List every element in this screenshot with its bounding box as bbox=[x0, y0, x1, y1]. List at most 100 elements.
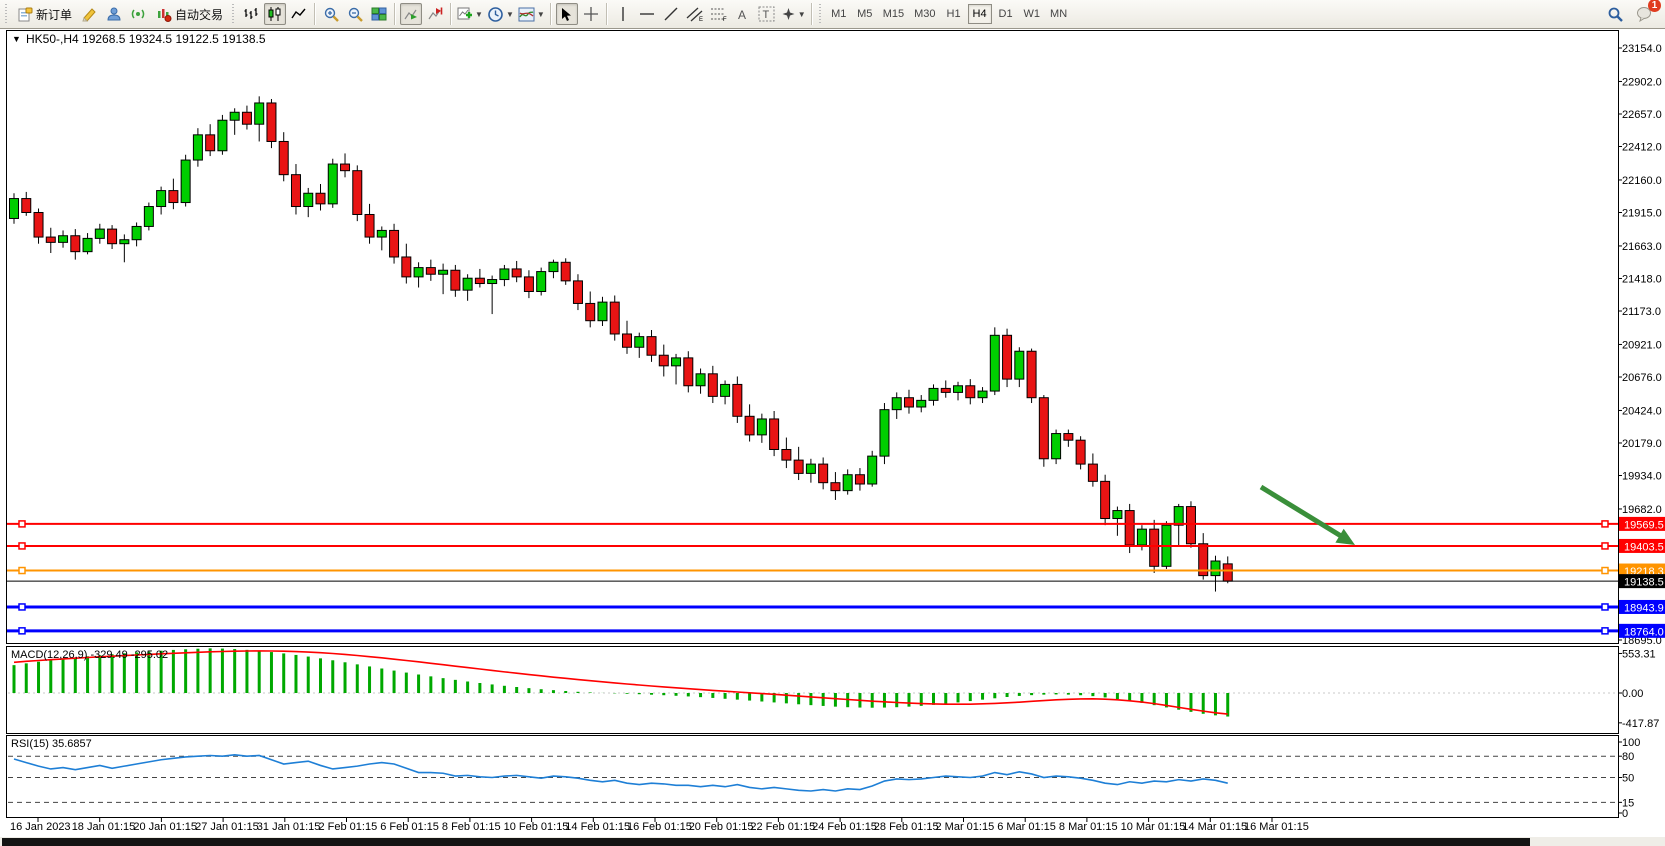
trend-arrow-line[interactable] bbox=[1259, 484, 1343, 539]
candle-body bbox=[290, 174, 301, 208]
toolbar-grip[interactable] bbox=[818, 4, 823, 24]
candle-body bbox=[119, 239, 130, 245]
tile-windows-button[interactable] bbox=[368, 3, 390, 25]
candle-body bbox=[401, 256, 412, 278]
macd-signal-line bbox=[13, 650, 1228, 715]
hline-handle[interactable] bbox=[18, 566, 26, 575]
candle-body bbox=[462, 277, 473, 291]
trendline-button[interactable] bbox=[660, 3, 682, 25]
timeframe-group: M1 M5 M15 M30 H1 H4 D1 W1 MN bbox=[826, 4, 1072, 24]
hline-handle[interactable] bbox=[18, 627, 26, 635]
timeframe-button-w1[interactable]: W1 bbox=[1023, 8, 1041, 20]
candle-body bbox=[1014, 350, 1025, 380]
price-line-label-bg bbox=[1619, 563, 1665, 578]
candle-body bbox=[818, 463, 829, 484]
price-line-label-bg bbox=[1619, 538, 1665, 553]
line-chart-icon bbox=[291, 8, 306, 19]
timeframe-button-mn[interactable]: MN bbox=[1050, 8, 1068, 20]
cursor-button[interactable] bbox=[555, 3, 578, 25]
candle-body bbox=[168, 190, 179, 204]
templates-button[interactable]: ▼ bbox=[517, 3, 546, 25]
price-tick-label: 20424.0 bbox=[1622, 405, 1662, 417]
text-label-icon: T bbox=[758, 6, 775, 22]
search-icon bbox=[1608, 7, 1623, 22]
candle-body bbox=[842, 474, 853, 492]
toolbar-grip[interactable] bbox=[232, 4, 237, 24]
price-tick-label: 19934.0 bbox=[1622, 471, 1662, 483]
hline-handle[interactable] bbox=[1601, 542, 1609, 550]
timeframe-button-m30[interactable]: M30 bbox=[914, 8, 936, 20]
candle-body bbox=[1087, 463, 1098, 482]
text-label-button[interactable]: T bbox=[756, 3, 778, 25]
candle-body bbox=[266, 102, 277, 142]
signal-button[interactable] bbox=[127, 3, 149, 25]
price-line-label: 18764.0 bbox=[1624, 626, 1664, 638]
profile-button[interactable] bbox=[103, 3, 125, 25]
search-button[interactable] bbox=[1604, 3, 1626, 25]
indicators-button[interactable]: ▼ bbox=[456, 3, 484, 25]
timeframe-button-m5[interactable]: M5 bbox=[857, 8, 873, 20]
candle-body bbox=[805, 463, 816, 474]
line-chart-button[interactable] bbox=[288, 3, 310, 25]
timeframe-button-h4[interactable]: H4 bbox=[967, 4, 992, 24]
equidistant-channel-button[interactable]: E bbox=[684, 3, 706, 25]
periods-button[interactable]: ▼ bbox=[486, 3, 515, 25]
chat-bubble-icon bbox=[1637, 7, 1651, 22]
auto-scroll-button[interactable] bbox=[400, 3, 423, 25]
crayon-button[interactable] bbox=[79, 3, 101, 25]
candle-body bbox=[560, 261, 571, 282]
bar-chart-button[interactable] bbox=[240, 3, 262, 25]
timeframe-button-m15[interactable]: M15 bbox=[882, 8, 905, 20]
notifications-button[interactable]: 1 bbox=[1634, 0, 1661, 25]
price-tick-label: 22160.0 bbox=[1622, 175, 1662, 187]
toolbar-grip[interactable] bbox=[5, 4, 9, 24]
autotrading-button[interactable]: 自动交易 bbox=[151, 3, 228, 25]
candle-body bbox=[793, 459, 804, 474]
crosshair-button[interactable] bbox=[580, 3, 602, 25]
zoom-out-button[interactable] bbox=[344, 3, 366, 25]
text-button[interactable]: A bbox=[732, 3, 754, 25]
candle-body bbox=[769, 418, 780, 450]
date-label: 8 Mar 01:15 bbox=[1059, 821, 1118, 833]
timeframe-button-m1[interactable]: M1 bbox=[831, 8, 847, 20]
candle-body bbox=[1063, 433, 1074, 441]
candle-body bbox=[781, 448, 792, 461]
hline-handle[interactable] bbox=[1601, 603, 1609, 611]
candle-body bbox=[1124, 510, 1135, 546]
chart-canvas[interactable]: 23154.0 22902.0 22657.0 22412.0 22160.0 21915… bbox=[0, 29, 1665, 846]
tile-windows-icon bbox=[371, 7, 387, 21]
zoom-in-button[interactable] bbox=[320, 3, 342, 25]
fibonacci-button[interactable]: F bbox=[708, 3, 730, 25]
price-tick-label: 19682.0 bbox=[1622, 504, 1662, 516]
candle-body bbox=[756, 418, 767, 436]
rsi-tick-label: 100 bbox=[1622, 737, 1640, 749]
timeframe-button-d1[interactable]: D1 bbox=[998, 8, 1013, 20]
price-line-label-bg bbox=[1619, 599, 1665, 614]
vertical-line-icon bbox=[622, 7, 624, 21]
candle-body bbox=[977, 390, 988, 399]
date-label: 24 Feb 01:15 bbox=[812, 821, 877, 833]
new-order-icon bbox=[18, 7, 33, 21]
hline-handle[interactable] bbox=[1601, 627, 1609, 635]
trend-arrow-head[interactable] bbox=[1335, 528, 1355, 545]
candlestick-chart-button[interactable] bbox=[264, 3, 287, 25]
candle-body bbox=[425, 267, 436, 275]
scrollbar-thumb[interactable] bbox=[2, 838, 1530, 846]
autotrading-label: 自动交易 bbox=[175, 7, 224, 22]
price-line-label-bg bbox=[1619, 574, 1665, 589]
horizontal-line-button[interactable] bbox=[636, 3, 658, 25]
candle-body bbox=[499, 268, 510, 281]
hline-handle[interactable] bbox=[18, 603, 26, 611]
price-line-label-bg bbox=[1619, 516, 1665, 531]
hline-handle[interactable] bbox=[18, 542, 26, 550]
new-order-button[interactable]: 新订单 bbox=[13, 3, 77, 25]
vertical-line-button[interactable] bbox=[612, 3, 634, 25]
timeframe-button-h1[interactable]: H1 bbox=[946, 8, 961, 20]
arrows-button[interactable]: ▼ bbox=[780, 3, 807, 25]
hline-handle[interactable] bbox=[1601, 566, 1609, 575]
candle-body bbox=[192, 134, 203, 161]
hline-handle[interactable] bbox=[1601, 520, 1609, 528]
candle-body bbox=[867, 455, 878, 485]
chart-shift-button[interactable] bbox=[424, 3, 446, 25]
hline-handle[interactable] bbox=[18, 520, 26, 528]
